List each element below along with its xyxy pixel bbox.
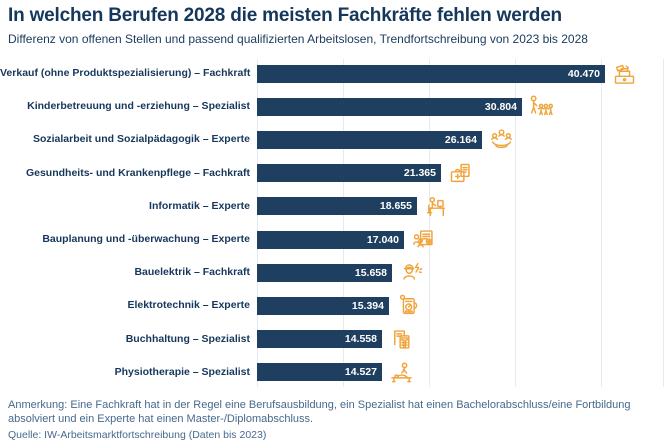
chart-row: Sozialarbeit und Sozialpädagogik – Exper…	[0, 123, 668, 156]
chart-footer: Anmerkung: Eine Fachkraft hat in der Reg…	[8, 398, 662, 441]
source-text: Quelle: IW-Arbeitsmarktfortschreibung (D…	[8, 429, 267, 442]
category-label: Buchhaltung – Spezialist	[125, 332, 250, 345]
value-label: 17.040	[366, 233, 399, 246]
computer-desk-icon	[423, 193, 450, 220]
plot-right-border	[663, 59, 664, 387]
category-label: Verkauf (ohne Produktspezialisierung) – …	[0, 67, 251, 79]
nursing-bag-icon	[447, 160, 474, 187]
chart-row: Verkauf (ohne Produktspezialisierung) – …	[0, 57, 668, 90]
chart-row: Physiotherapie – Spezialist 14.527	[0, 356, 668, 389]
electrician-icon	[398, 259, 425, 286]
gridline	[343, 59, 344, 387]
category-label: Elektrotechnik – Experte	[127, 299, 250, 312]
value-label: 15.394	[351, 299, 384, 312]
category-label: Kinderbetreuung und -erziehung – Spezial…	[27, 100, 250, 113]
value-label: 18.655	[379, 200, 412, 213]
category-label: Bauelektrik – Fachkraft	[134, 266, 250, 279]
bar: 14.558	[257, 330, 382, 349]
gridline	[515, 59, 516, 387]
multimeter-icon	[395, 292, 422, 319]
bar: 40.470	[257, 64, 605, 83]
value-label: 40.470	[567, 67, 600, 80]
gridline	[257, 59, 258, 387]
chart-row: Bauelektrik – Fachkraft 15.658	[0, 256, 668, 289]
construction-plan-icon	[410, 226, 437, 253]
chart-row: Bauplanung und -überwachung – Experte 17.…	[0, 223, 668, 256]
value-label: 26.164	[444, 133, 477, 146]
bar: 15.394	[257, 296, 389, 315]
chart-row: Informatik – Experte 18.655	[0, 190, 668, 223]
category-label: Sozialarbeit und Sozialpädagogik – Exper…	[32, 133, 250, 146]
bar: 21.365	[257, 164, 441, 183]
chart-title: In welchen Berufen 2028 die meisten Fach…	[8, 5, 562, 26]
physiotherapy-icon	[388, 359, 415, 386]
gridline	[601, 59, 602, 387]
bar: 17.040	[257, 230, 404, 249]
bar: 30.804	[257, 97, 522, 116]
chart-row: Buchhaltung – Spezialist 14.558	[0, 323, 668, 356]
bar: 18.655	[257, 197, 417, 216]
value-label: 15.658	[354, 266, 387, 279]
category-label: Informatik – Experte	[149, 199, 250, 212]
chart-header: In welchen Berufen 2028 die meisten Fach…	[8, 5, 660, 46]
gridline	[429, 59, 430, 387]
bar: 14.527	[257, 363, 382, 382]
value-label: 30.804	[484, 100, 517, 113]
childcare-icon	[528, 93, 555, 120]
chart-row: Kinderbetreuung und -erziehung – Spezial…	[0, 90, 668, 123]
category-label: Physiotherapie – Spezialist	[114, 365, 250, 378]
chart-subtitle: Differenz von offenen Stellen und passen…	[8, 31, 588, 46]
cash-register-icon	[611, 60, 638, 87]
bar: 26.164	[257, 130, 482, 149]
calculator-icon	[388, 326, 415, 353]
footnote-text: Anmerkung: Eine Fachkraft hat in der Reg…	[8, 399, 631, 426]
social-work-icon	[488, 126, 515, 153]
value-label: 21.365	[403, 167, 436, 180]
category-label: Bauplanung und -überwachung – Experte	[42, 233, 250, 245]
value-label: 14.527	[344, 366, 377, 379]
chart-row: Gesundheits- und Krankenpflege – Fachkra…	[0, 157, 668, 190]
chart-row: Elektrotechnik – Experte 15.394	[0, 289, 668, 322]
bar: 15.658	[257, 263, 392, 282]
value-label: 14.558	[344, 333, 377, 346]
bar-chart-plot-area: Verkauf (ohne Produktspezialisierung) – …	[0, 57, 668, 390]
category-label: Gesundheits- und Krankenpflege – Fachkra…	[25, 166, 250, 179]
